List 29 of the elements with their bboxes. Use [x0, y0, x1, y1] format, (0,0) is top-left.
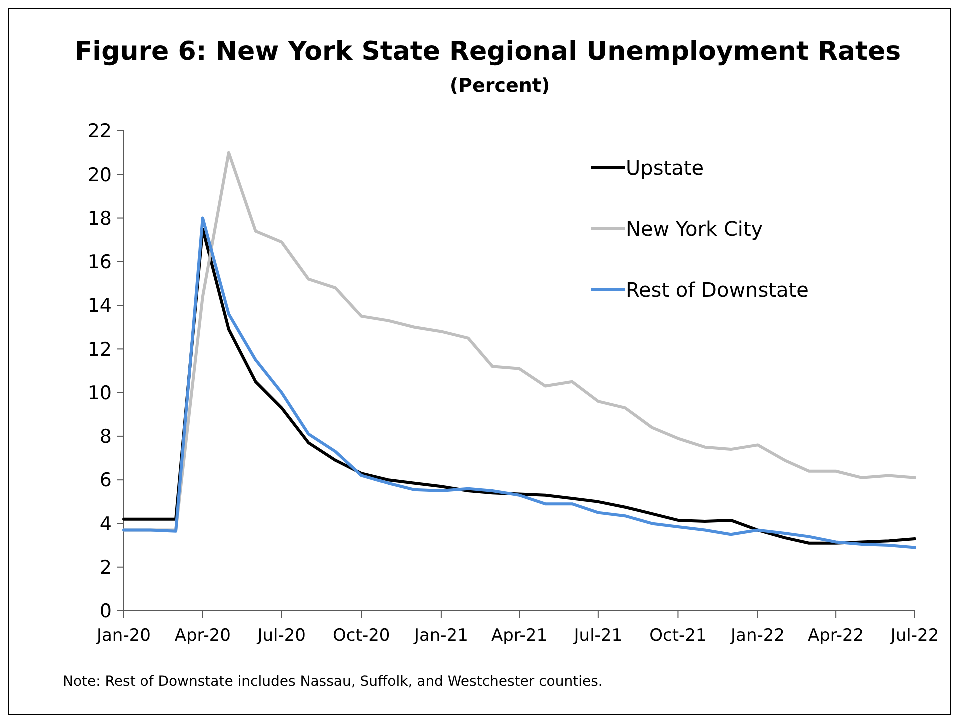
y-tick-label: 12	[88, 338, 112, 361]
y-tick-label: 10	[88, 382, 112, 404]
y-tick-label: 18	[88, 208, 112, 230]
legend-label: Rest of Downstate	[626, 278, 809, 302]
y-tick-label: 2	[100, 557, 112, 580]
y-tick-label: 14	[88, 295, 112, 318]
chart-title: Figure 6: New York State Regional Unemployment Rates	[74, 37, 902, 67]
x-tick-label: Apr-22	[808, 626, 864, 646]
x-tick-label: Jan-21	[413, 626, 468, 646]
legend-label: Upstate	[626, 156, 704, 180]
y-tick-label: 6	[100, 470, 112, 492]
text: Note: Rest of Downstate includes Nassau, Suffolk, and Westchester counties.	[63, 674, 603, 690]
y-tick-label: 8	[100, 426, 112, 448]
x-tick-label: Jul-21	[573, 626, 623, 646]
x-tick-label: Apr-20	[174, 626, 231, 646]
x-tick-label: Jan-20	[96, 626, 151, 646]
x-tick-label: Apr-21	[491, 626, 548, 646]
x-tick-label: Jul-20	[256, 626, 306, 646]
y-tick-label: 22	[88, 120, 112, 143]
x-tick-label: Jan-22	[730, 626, 786, 646]
y-tick-label: 4	[100, 513, 112, 536]
legend-label: New York City	[626, 217, 764, 241]
y-tick-label: 16	[88, 252, 112, 274]
chart-subtitle: (Percent)	[450, 75, 550, 97]
x-tick-label: Oct-21	[650, 626, 707, 646]
y-tick-label: 20	[88, 164, 112, 186]
x-tick-label: Jul-22	[890, 626, 940, 646]
y-tick-label: 0	[100, 600, 112, 623]
x-tick-label: Oct-20	[333, 626, 390, 646]
